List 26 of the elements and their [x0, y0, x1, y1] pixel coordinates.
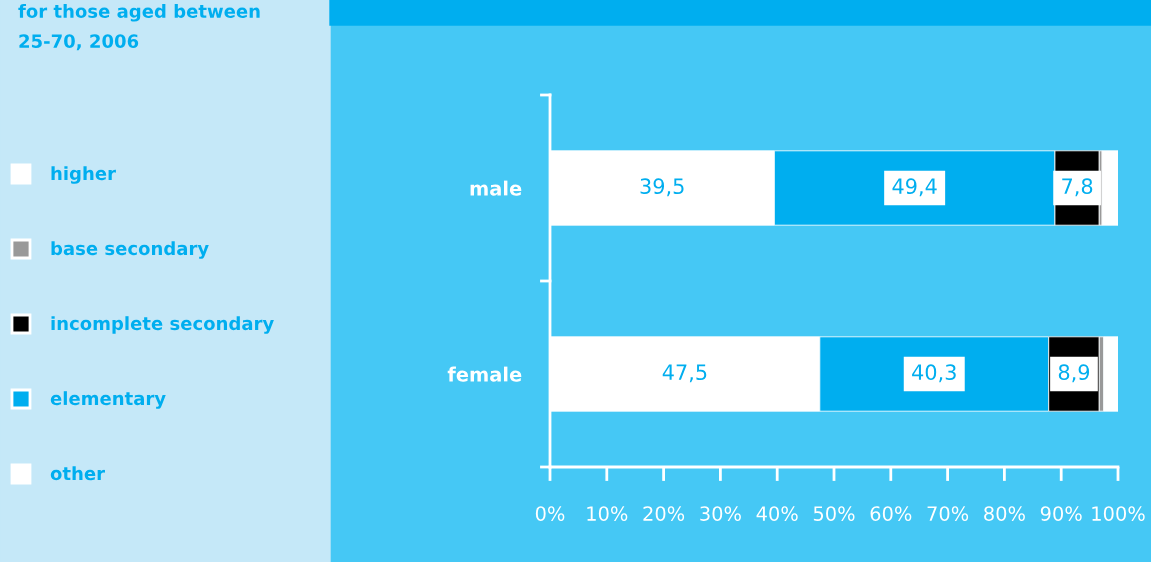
- legend-label: higher: [51, 166, 116, 184]
- y-tick-label: female: [447, 366, 522, 382]
- legend-label: other: [50, 466, 105, 481]
- x-tick-label: 50%: [813, 506, 855, 521]
- data-label: 8,9: [1058, 364, 1090, 383]
- data-label: 40,3: [912, 364, 956, 383]
- data-label: 47,5: [662, 364, 707, 383]
- legend-label: incomplete secondary: [51, 316, 274, 334]
- bar: [1103, 336, 1118, 412]
- x-tick-label: 20%: [643, 506, 685, 521]
- text: for those aged between 25-70, 2006: [18, 4, 260, 51]
- legend-label: base secondary: [51, 241, 209, 259]
- y-tick-label: male: [470, 180, 522, 196]
- data-label: 49,4: [892, 178, 937, 197]
- legend-label: elementary: [50, 391, 166, 409]
- x-tick-label: 90%: [1040, 506, 1082, 521]
- x-tick-label: 40%: [756, 506, 798, 521]
- x-tick-label: 60%: [870, 506, 912, 521]
- x-tick-label: 0%: [535, 506, 565, 521]
- x-tick-label: 30%: [700, 506, 741, 521]
- x-tick-label: 10%: [587, 506, 628, 521]
- data-label: 39,5: [640, 178, 684, 197]
- x-tick-label: 70%: [927, 506, 969, 521]
- x-tick-label: 80%: [984, 506, 1025, 521]
- data-label: 7,8: [1062, 178, 1093, 197]
- x-tick-label: 100%: [1092, 506, 1145, 521]
